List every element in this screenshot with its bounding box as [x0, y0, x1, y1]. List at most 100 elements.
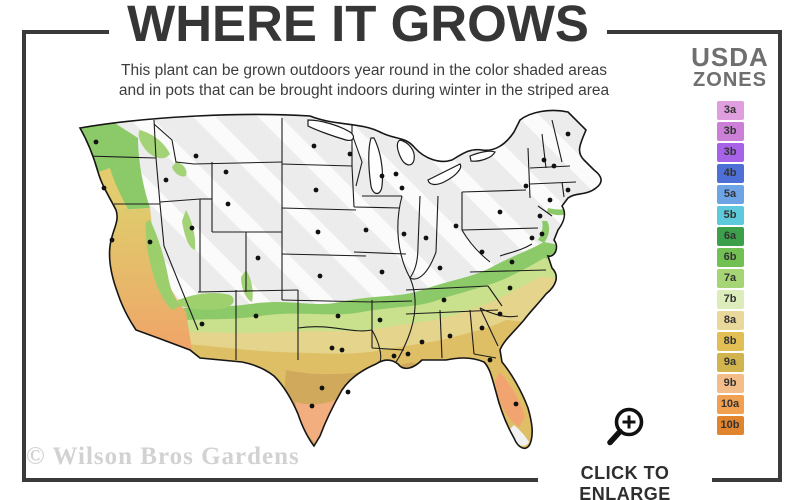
state-border-line [529, 181, 577, 185]
state-border-line [371, 300, 413, 303]
city-dot [253, 313, 259, 319]
zone-chip-9a: 9a [716, 353, 744, 372]
city-dot [335, 313, 341, 319]
state-border-line [405, 309, 499, 315]
state-border-line [281, 207, 357, 211]
city-dot [405, 351, 411, 357]
city-dot [541, 157, 547, 163]
map-region-idaho-green-2 [172, 162, 187, 177]
city-dot [163, 177, 169, 183]
state-border-line [487, 285, 503, 307]
state-border-line [281, 253, 367, 257]
state-border-line [395, 277, 416, 363]
city-dot [313, 187, 319, 193]
city-dot [379, 173, 385, 179]
zone-chip-7a: 7a [716, 269, 744, 288]
state-border-line [469, 309, 475, 355]
state-border-line [435, 195, 439, 253]
zone-chip-9b: 9b [716, 374, 744, 393]
state-border-line [85, 155, 157, 159]
state-border-line [439, 309, 443, 359]
subtitle: This plant can be grown outdoors year ro… [18, 61, 710, 101]
great-lake [396, 139, 415, 166]
state-border-line [281, 299, 373, 303]
city-dot [497, 311, 503, 317]
state-border-line [353, 251, 407, 255]
map-region-newmexico-green [241, 270, 253, 302]
zone-chip-5a: 5a [716, 185, 744, 204]
city-dot [529, 235, 535, 241]
watermark: © Wilson Bros Gardens [26, 443, 300, 470]
usda-zones-map[interactable] [50, 104, 630, 476]
zone-chip-3a: 3a [716, 101, 744, 120]
state-border-line [561, 181, 565, 198]
state-border-line [409, 251, 437, 280]
zone-chip-6b: 6b [716, 248, 744, 267]
state-border-line [353, 206, 401, 209]
state-border-line [537, 205, 553, 217]
state-border-line [473, 353, 497, 359]
state-border-line [461, 229, 491, 263]
city-dot [513, 401, 519, 407]
legend-title-usda: USDA [691, 42, 769, 72]
state-border-line [541, 133, 547, 169]
city-dot [547, 197, 553, 203]
city-dot [101, 185, 107, 191]
usda-zones-legend: USDA ZONES 3a 3b 3b 4b 5a 5b 6a 6b 7a 7b 8a 8b 9a 9b 1… [682, 44, 778, 437]
city-dot [317, 273, 323, 279]
city-dot [345, 389, 351, 395]
state-border-line [297, 326, 373, 332]
city-dot [453, 223, 459, 229]
city-dot [391, 353, 397, 359]
city-dot [423, 235, 429, 241]
city-dot [523, 183, 529, 189]
city-dot [377, 317, 383, 323]
city-dot [255, 255, 261, 261]
city-dot [393, 171, 399, 177]
click-to-enlarge-button[interactable]: CLICK TO ENLARGE [538, 404, 712, 500]
city-dot [401, 231, 407, 237]
zone-chip-list: 3a 3b 3b 4b 5a 5b 6a 6b 7a 7b 8a 8b 9a 9b 10a 10b [682, 101, 778, 435]
state-border-line [197, 289, 299, 293]
city-dot [309, 403, 315, 409]
map-region-wasatch-green [182, 210, 196, 250]
map-region-california-coast [109, 208, 192, 350]
state-border-line [479, 307, 499, 347]
city-dot [447, 333, 453, 339]
city-dot [537, 213, 543, 219]
city-dot [507, 285, 513, 291]
city-dot [479, 325, 485, 331]
map-region-atlantic-coast-green [538, 221, 550, 243]
enlarge-label: CLICK TO ENLARGE [579, 463, 671, 500]
state-border-line [405, 285, 489, 291]
city-dot [147, 239, 153, 245]
city-dot [225, 201, 231, 207]
city-dot [347, 151, 353, 157]
city-dot [193, 153, 199, 159]
zone-chip-6a: 6a [716, 227, 744, 246]
map-container [50, 104, 630, 476]
city-dot [199, 321, 205, 327]
city-dot [479, 249, 485, 255]
page-title: WHERE IT GROWS [109, 0, 607, 51]
zone-chip-10b: 10b [716, 416, 744, 435]
map-region-idaho-green [138, 130, 170, 159]
city-dot [223, 169, 229, 175]
state-border-line [371, 347, 405, 351]
city-dot [565, 131, 571, 137]
city-dot [497, 209, 503, 215]
city-dot [319, 385, 325, 391]
city-dot [109, 237, 115, 243]
city-dot [363, 227, 369, 233]
state-border-line [193, 161, 283, 165]
city-dot [565, 187, 571, 193]
map-region-texas-tip-peach [295, 398, 347, 446]
state-border-line [351, 165, 355, 208]
subtitle-line-1: This plant can be grown outdoors year ro… [121, 62, 607, 79]
state-border-line [529, 165, 571, 169]
map-region-oregon-coast-yellow [98, 168, 128, 210]
state-border-line [159, 203, 199, 331]
city-dot [339, 347, 345, 353]
great-lake [368, 137, 384, 195]
